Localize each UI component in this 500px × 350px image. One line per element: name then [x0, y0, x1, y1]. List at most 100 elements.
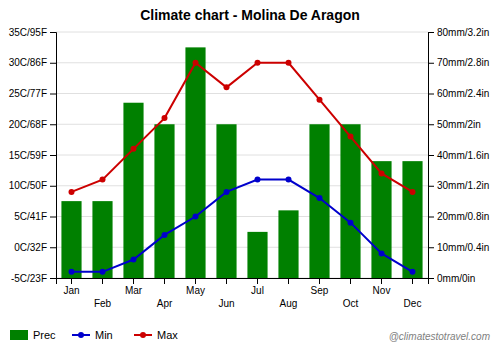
tick-label: 5C/41F [14, 211, 47, 222]
tick-mark [226, 278, 227, 284]
tick-mark [50, 63, 56, 64]
tick-mark [50, 217, 56, 218]
tick-label: 15C/59F [9, 150, 47, 161]
tick-mark [257, 278, 258, 284]
tick: 30C/86F [9, 57, 56, 68]
point [348, 220, 354, 226]
tick: May [186, 278, 205, 296]
axis-line [57, 279, 429, 285]
point [131, 257, 137, 263]
point [162, 232, 168, 238]
legend-label: Min [95, 329, 113, 341]
tick-label: 20C/68F [9, 119, 47, 130]
legend-marker [140, 332, 146, 338]
tick-label: Aug [280, 298, 298, 309]
tick: 10C/50F [9, 180, 56, 191]
tick-mark [50, 124, 56, 125]
tick: Feb [94, 278, 112, 309]
markers [69, 60, 416, 195]
tick-mark [428, 124, 434, 125]
tick-label: 10C/50F [9, 180, 47, 191]
tick: Mar [125, 278, 143, 296]
tick: 35C/95F [9, 27, 56, 38]
grid-line [56, 32, 428, 33]
tick-mark [164, 278, 165, 284]
bar [247, 232, 267, 278]
point [286, 177, 292, 183]
title: Climate chart - Molina De Aragon [140, 7, 360, 23]
point [224, 84, 230, 90]
tick-label: 30mm/1.2in [437, 180, 489, 191]
legend-label: Max [157, 329, 178, 341]
tick-mark [50, 32, 56, 33]
y-axis: -5C/23F0C/32F5C/41F10C/50F15C/59F20C/68F… [9, 27, 57, 284]
tick: 20mm/0.8in [428, 211, 489, 222]
tick-mark [428, 247, 434, 248]
tick-mark [50, 247, 56, 248]
point [255, 177, 261, 183]
tick: 20C/68F [9, 119, 56, 130]
x-axis: JanFebMarAprMayJunJulAugSepOctNovDec [57, 278, 429, 309]
point [317, 97, 323, 103]
tick-mark [102, 278, 103, 284]
tick-label: Apr [157, 298, 173, 309]
tick-label: 80mm/3.2in [437, 27, 489, 38]
tick-label: 0C/32F [14, 242, 47, 253]
plot: -5C/23F0C/32F5C/41F10C/50F15C/59F20C/68F… [9, 27, 490, 309]
tick-label: 10mm/0.4in [437, 242, 489, 253]
tick-mark [428, 186, 434, 187]
point [193, 60, 199, 66]
tick-mark [412, 278, 413, 284]
tick-label: 60mm/2.4in [437, 88, 489, 99]
tick-label: 70mm/2.8in [437, 57, 489, 68]
axis-line [50, 33, 57, 279]
tick-label: Sep [311, 285, 329, 296]
bar [185, 47, 205, 278]
y2-axis: 0mm/0in 10mm/0.4in 20mm/0.8in 30mm/1.2in 40m… [428, 27, 489, 284]
bar [154, 124, 174, 278]
tick-mark [319, 278, 320, 284]
tick: 5C/41F [14, 211, 56, 222]
tick-label: 40mm/1.6in [437, 150, 489, 161]
tick: 60mm/2.4in [428, 88, 489, 99]
grid-line [56, 155, 428, 156]
point [410, 269, 416, 275]
bar [340, 124, 360, 278]
tick-mark [133, 278, 134, 284]
tick: Nov [373, 278, 391, 296]
tick: 10mm/0.4in [428, 242, 489, 253]
tick-label: 35C/95F [9, 27, 47, 38]
bars [61, 47, 422, 278]
bar [61, 201, 81, 278]
tick-mark [428, 217, 434, 218]
tick: 70mm/2.8in [428, 57, 489, 68]
tick: 50mm/2in [428, 119, 481, 130]
point [162, 115, 168, 121]
tick-label: 0mm/0in [437, 273, 475, 284]
tick: 25C/77F [9, 88, 56, 99]
annotation: @climatestotravel.com [389, 331, 490, 342]
tick-mark [50, 94, 56, 95]
point [69, 189, 75, 195]
tick-mark [381, 278, 382, 284]
tick-label: 50mm/2in [437, 119, 481, 130]
tick-mark [428, 94, 434, 95]
line [72, 63, 413, 192]
tick-mark [195, 278, 196, 284]
grid [56, 32, 428, 278]
point [100, 177, 106, 183]
bar [92, 201, 112, 278]
marks [61, 47, 422, 278]
tick-mark [71, 278, 72, 284]
tick: Oct [343, 278, 359, 309]
tick-label: Nov [373, 285, 391, 296]
bar [278, 210, 298, 278]
tick-mark [350, 278, 351, 284]
legend-label: Prec [33, 329, 56, 341]
bar [216, 124, 236, 278]
tick-label: Jul [251, 285, 264, 296]
grid-line [56, 124, 428, 125]
tick-mark [428, 155, 434, 156]
grid-line [56, 93, 428, 94]
point [224, 189, 230, 195]
